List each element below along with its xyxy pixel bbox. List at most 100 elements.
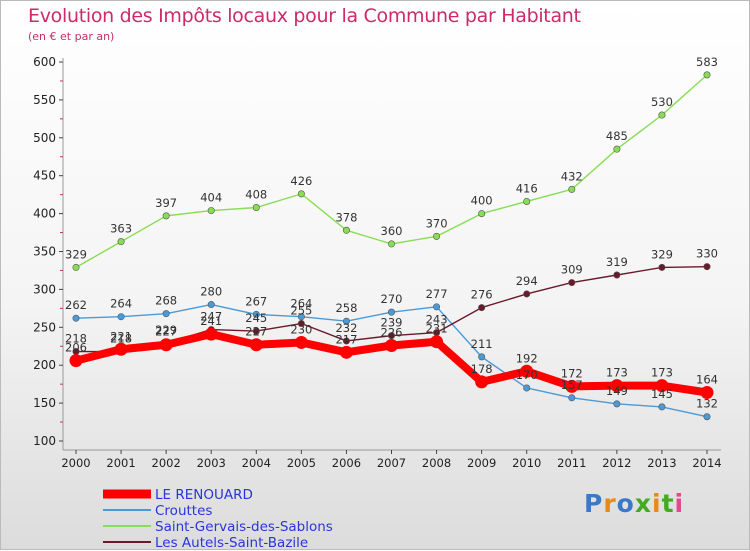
data-point bbox=[523, 290, 531, 298]
data-point bbox=[162, 310, 170, 318]
y-tick-label: 200 bbox=[33, 358, 56, 372]
data-label: 245 bbox=[245, 311, 267, 325]
data-label: 264 bbox=[110, 297, 132, 311]
data-label: 408 bbox=[245, 188, 267, 202]
data-point bbox=[613, 400, 621, 408]
data-point bbox=[523, 384, 531, 392]
data-label: 239 bbox=[381, 316, 403, 330]
data-point bbox=[568, 279, 576, 287]
y-tick-label: 450 bbox=[33, 169, 56, 183]
chart-title: Evolution des Impôts locaux pour la Comm… bbox=[28, 5, 581, 27]
data-point bbox=[610, 379, 624, 393]
data-point bbox=[433, 303, 441, 311]
y-tick-label: 500 bbox=[33, 131, 56, 145]
data-label: 206 bbox=[65, 341, 87, 355]
x-tick-label: 2004 bbox=[242, 456, 271, 470]
y-tick-label: 350 bbox=[33, 245, 56, 259]
x-tick-label: 2003 bbox=[197, 456, 226, 470]
data-point bbox=[655, 379, 669, 393]
data-label: 485 bbox=[606, 129, 628, 143]
data-point bbox=[72, 314, 80, 322]
data-label: 432 bbox=[561, 169, 583, 183]
x-tick-label: 2010 bbox=[512, 456, 541, 470]
data-label: 264 bbox=[290, 297, 312, 311]
data-label: 231 bbox=[426, 322, 448, 336]
logo-letter: P bbox=[584, 489, 604, 518]
x-tick-label: 2001 bbox=[106, 456, 135, 470]
data-point bbox=[252, 204, 260, 212]
y-tick-label: 150 bbox=[33, 396, 56, 410]
data-point bbox=[204, 327, 218, 341]
data-label: 309 bbox=[561, 263, 583, 277]
logo-letter: i bbox=[652, 489, 662, 518]
data-label: 319 bbox=[606, 255, 628, 269]
data-point bbox=[342, 317, 350, 325]
data-label: 226 bbox=[381, 325, 403, 339]
data-label: 218 bbox=[65, 332, 87, 346]
data-point bbox=[117, 238, 125, 246]
data-point bbox=[703, 71, 711, 79]
data-point bbox=[703, 263, 711, 271]
y-tick-label: 550 bbox=[33, 93, 56, 107]
data-point bbox=[114, 342, 128, 356]
data-label: 230 bbox=[290, 322, 312, 336]
data-point bbox=[69, 354, 83, 368]
data-point bbox=[385, 338, 398, 352]
data-label: 229 bbox=[155, 323, 177, 337]
data-label: 211 bbox=[471, 337, 493, 351]
data-point bbox=[207, 207, 215, 215]
data-label: 241 bbox=[200, 314, 222, 328]
data-label: 360 bbox=[381, 224, 403, 238]
data-point bbox=[252, 310, 260, 318]
x-tick-label: 2014 bbox=[692, 456, 721, 470]
y-tick-label: 100 bbox=[33, 434, 56, 448]
x-tick-label: 2000 bbox=[61, 456, 90, 470]
data-point bbox=[252, 327, 260, 335]
data-label: 329 bbox=[651, 247, 673, 261]
data-point bbox=[658, 111, 666, 119]
series-line bbox=[75, 74, 708, 269]
data-point bbox=[342, 226, 350, 234]
data-point bbox=[475, 375, 489, 389]
x-tick-label: 2002 bbox=[152, 456, 181, 470]
data-label: 227 bbox=[245, 325, 267, 339]
logo-letter: t bbox=[661, 489, 675, 518]
data-label: 164 bbox=[696, 372, 718, 386]
data-point bbox=[520, 364, 534, 378]
data-label: 132 bbox=[696, 397, 718, 411]
data-label: 178 bbox=[471, 362, 493, 376]
data-label: 400 bbox=[471, 194, 493, 208]
data-point bbox=[72, 263, 80, 271]
data-point bbox=[207, 301, 215, 309]
data-label: 157 bbox=[561, 378, 583, 392]
data-point bbox=[703, 413, 711, 421]
data-point bbox=[478, 304, 486, 312]
y-tick-label: 250 bbox=[33, 320, 56, 334]
data-point bbox=[565, 379, 579, 393]
legend-label: Les Autels-Saint-Bazile bbox=[155, 535, 308, 551]
x-tick-label: 2011 bbox=[557, 456, 586, 470]
data-label: 243 bbox=[426, 313, 448, 327]
data-label: 172 bbox=[561, 366, 583, 380]
chart-subtitle: (en € et par an) bbox=[28, 30, 115, 43]
logo-letter: r bbox=[603, 489, 617, 518]
data-point bbox=[159, 338, 173, 352]
data-label: 258 bbox=[335, 301, 357, 315]
logo-letter: x bbox=[634, 489, 652, 518]
data-label: 329 bbox=[65, 247, 87, 261]
x-tick-label: 2009 bbox=[467, 456, 496, 470]
data-label: 227 bbox=[155, 325, 177, 339]
legend-label: LE RENOUARD bbox=[155, 487, 253, 503]
data-point bbox=[700, 385, 714, 399]
data-label: 404 bbox=[200, 191, 222, 205]
data-point bbox=[433, 232, 441, 240]
data-label: 280 bbox=[200, 285, 222, 299]
data-point bbox=[297, 313, 305, 321]
logo-letter: o bbox=[616, 489, 635, 518]
x-tick-label: 2008 bbox=[422, 456, 451, 470]
data-label: 145 bbox=[651, 387, 673, 401]
data-label: 192 bbox=[516, 351, 538, 365]
data-point bbox=[658, 403, 666, 411]
data-label: 397 bbox=[155, 196, 177, 210]
